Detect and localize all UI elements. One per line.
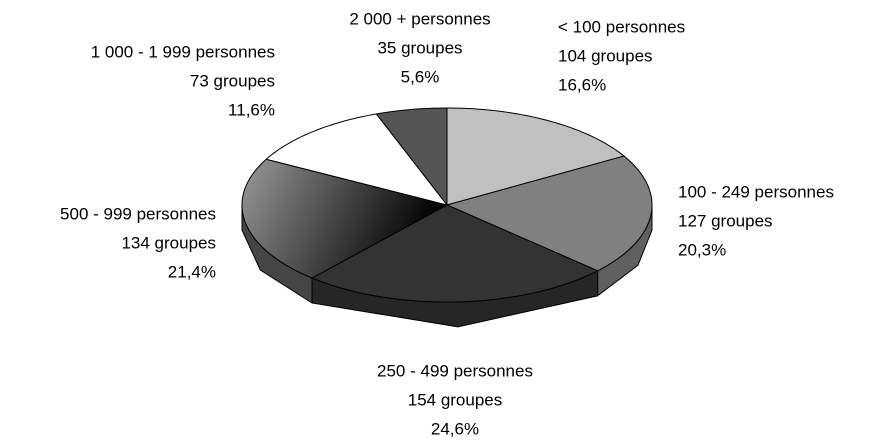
slice xyxy=(241,158,449,279)
count-label: 35 groupes xyxy=(377,38,462,57)
value-label: 5,6% xyxy=(401,67,440,86)
pie-tops xyxy=(241,107,653,303)
value-label: 20,3% xyxy=(678,240,726,259)
slice xyxy=(310,204,599,303)
category-label: 2 000 + personnes xyxy=(349,9,490,28)
value-label: 21,4% xyxy=(168,262,216,281)
slice xyxy=(446,107,626,206)
count-label: 127 groupes xyxy=(678,211,773,230)
count-label: 134 groupes xyxy=(121,233,216,252)
category-label: 500 - 999 personnes xyxy=(60,204,216,223)
count-label: 154 groupes xyxy=(408,390,503,409)
category-label: 1 000 - 1 999 personnes xyxy=(91,42,275,61)
slice xyxy=(445,155,653,272)
slice xyxy=(375,107,448,207)
category-label: < 100 personnes xyxy=(558,17,685,36)
category-label: 100 - 249 personnes xyxy=(678,182,834,201)
value-label: 16,6% xyxy=(558,75,606,94)
count-label: 73 groupes xyxy=(190,71,275,90)
category-label: 250 - 499 personnes xyxy=(377,361,533,380)
labels: < 100 personnes 104 groupes 16,6% 100 - 249… xyxy=(60,9,834,438)
count-label: 104 groupes xyxy=(558,46,653,65)
value-label: 24,6% xyxy=(431,419,479,438)
slice xyxy=(265,113,449,206)
value-label: 11,6% xyxy=(228,100,275,119)
